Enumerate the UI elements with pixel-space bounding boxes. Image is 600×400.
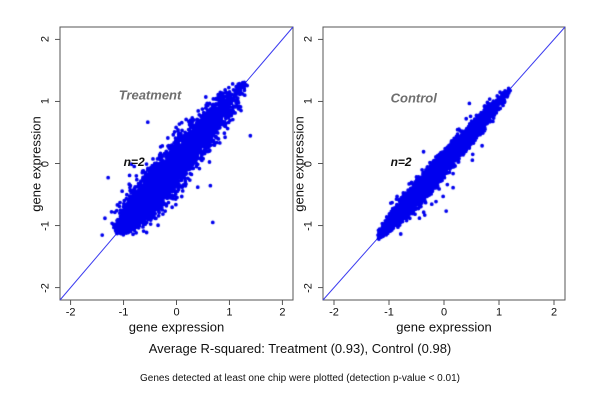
sample-size-annotation: n=2 — [390, 155, 412, 170]
x-tick-label: 2 — [279, 306, 286, 319]
x-tick-label: 1 — [226, 306, 233, 319]
x-tick-label: 0 — [173, 306, 180, 319]
x-tick-label: 0 — [440, 306, 448, 319]
x-axis-title: gene expression — [128, 319, 225, 335]
y-tick-label: -2 — [302, 282, 315, 293]
sample-size-annotation: n=2 — [123, 155, 145, 170]
x-tick-label: 2 — [550, 306, 558, 319]
y-tick-label: 2 — [39, 36, 52, 43]
x-tick-label: -1 — [384, 306, 394, 319]
x-tick-label: -1 — [118, 306, 129, 319]
footnote-caption: Genes detected at least one chip were pl… — [140, 373, 460, 384]
y-tick-label: -1 — [39, 220, 52, 231]
scatter-points-canvas — [323, 27, 565, 300]
y-tick-label: 0 — [302, 160, 315, 167]
x-tick-label: -2 — [329, 306, 339, 319]
r-squared-caption: Average R-squared: Treatment (0.93), Con… — [148, 341, 452, 356]
y-tick-label: -1 — [302, 220, 315, 231]
y-tick-label: 0 — [39, 160, 52, 167]
panel-title: Control — [390, 90, 437, 106]
scatter-points-canvas — [60, 27, 293, 300]
scatter-panel-control: Control n=2 gene expression gene express… — [292, 0, 600, 340]
x-tick-label: 1 — [495, 306, 503, 319]
y-tick-label: 1 — [302, 98, 315, 105]
y-tick-label: 1 — [39, 98, 52, 105]
scatter-panel-treatment: Treatment n=2 gene expression gene expre… — [0, 0, 300, 340]
x-tick-label: -2 — [65, 306, 76, 319]
x-axis-title: gene expression — [396, 319, 492, 335]
y-tick-label: 2 — [302, 36, 315, 43]
y-tick-label: -2 — [39, 282, 52, 293]
panel-title: Treatment — [118, 87, 182, 103]
